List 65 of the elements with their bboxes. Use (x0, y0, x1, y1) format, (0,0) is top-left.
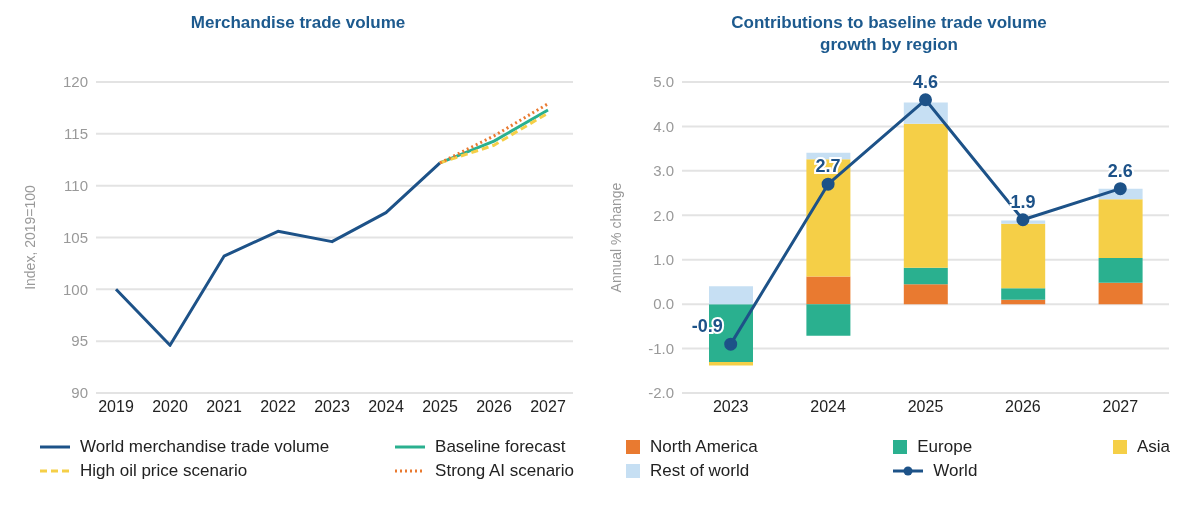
bar (903, 123, 948, 268)
data-label: 2.6 (1107, 160, 1133, 181)
chart-title: Contributions to baseline trade volume growth by region (731, 13, 1047, 54)
legend-label: North America (650, 437, 758, 457)
bar (1098, 199, 1143, 258)
y-tick-label: 110 (64, 176, 88, 194)
y-tick-label: 1.0 (653, 251, 674, 269)
point (724, 337, 738, 351)
legend-label: Rest of world (650, 461, 750, 481)
data-label: 1.9 (1010, 191, 1036, 212)
bar (1098, 257, 1143, 283)
y-tick-label: 105 (62, 228, 88, 246)
y-tick-label: 95 (71, 332, 88, 350)
data-label: 4.6 (912, 71, 939, 92)
x-tick-label: 2024 (368, 398, 404, 416)
point (1113, 182, 1127, 196)
x-tick-label: 2027 (1102, 398, 1139, 416)
point (919, 93, 932, 107)
point (821, 177, 835, 191)
legend-label: High oil price scenario (80, 461, 248, 481)
y-tick-label: 90 (71, 384, 88, 402)
y-tick-label: -1.0 (648, 339, 674, 357)
data-label: 2.7 (815, 156, 841, 177)
x-tick-label: 2023 (314, 398, 350, 416)
bar (806, 276, 851, 305)
legend-label: Baseline forecast (435, 437, 566, 457)
y-tick-label: 5.0 (653, 73, 674, 91)
y-tick-label: -2.0 (648, 384, 674, 402)
bar (1001, 288, 1046, 300)
legend-label: Strong AI scenario (435, 461, 574, 481)
x-tick-label: 2023 (712, 398, 749, 416)
x-tick-label: 2027 (530, 398, 566, 416)
legend-label: World merchandise trade volume (80, 437, 330, 457)
y-tick-label: 4.0 (653, 117, 674, 135)
y-tick-label: 100 (62, 280, 88, 298)
bar (1001, 223, 1046, 289)
x-tick-label: 2020 (152, 398, 188, 416)
chart-title: Merchandise trade volume (189, 12, 407, 34)
y-axis-title: Annual % change (607, 182, 624, 293)
bar (806, 304, 851, 336)
x-tick-label: 2022 (260, 398, 296, 416)
x-tick-label: 2025 (907, 398, 944, 416)
y-tick-label: 3.0 (653, 162, 674, 180)
x-tick-label: 2024 (810, 398, 846, 416)
line-series (114, 161, 442, 347)
y-tick-label: 2.0 (653, 206, 674, 224)
bar (709, 286, 753, 305)
legend-label: Europe (917, 437, 973, 457)
bar (903, 284, 948, 305)
x-tick-label: 2019 (98, 398, 134, 416)
legend-label: World (933, 461, 978, 481)
y-tick-label: 0.0 (653, 295, 674, 313)
bar (806, 159, 851, 277)
bar (1001, 299, 1046, 305)
x-tick-label: 2026 (1005, 398, 1041, 416)
x-tick-label: 2026 (476, 398, 512, 416)
y-axis-title: Index, 2019=100 (21, 184, 38, 290)
y-tick-label: 115 (64, 125, 88, 143)
x-tick-label: 2021 (206, 398, 242, 416)
bar (903, 267, 948, 285)
x-tick-label: 2025 (422, 398, 458, 416)
y-tick-label: 120 (62, 73, 88, 91)
legend-label: Asia (1136, 437, 1170, 457)
point (1016, 213, 1030, 227)
bar (1098, 282, 1143, 305)
